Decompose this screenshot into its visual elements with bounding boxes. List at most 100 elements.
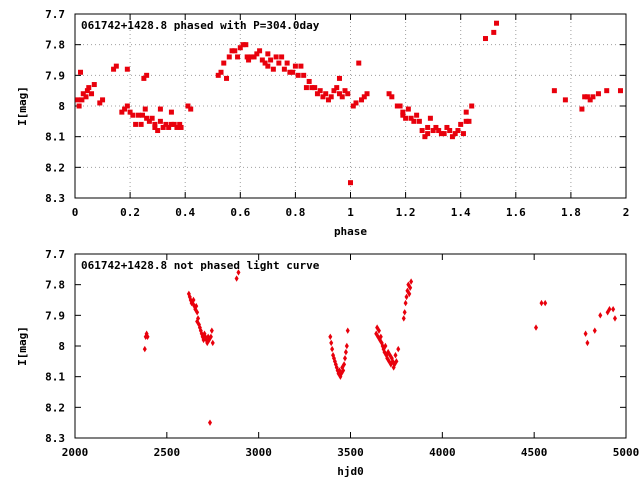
data-point	[207, 419, 212, 426]
data-point	[612, 315, 617, 322]
data-point	[359, 97, 365, 103]
data-point	[342, 355, 347, 362]
data-point	[298, 63, 304, 69]
data-point	[276, 60, 282, 66]
data-point	[404, 293, 409, 301]
data-point	[579, 106, 585, 112]
data-point	[142, 345, 147, 353]
data-point	[235, 54, 241, 60]
data-point	[449, 134, 455, 140]
data-point	[425, 124, 431, 130]
y-tick-label: 7.8	[45, 279, 65, 292]
y-tick-labels: 7.7 7.8 7.9 8 8.1 8.2 8.3	[45, 248, 65, 445]
data-point	[218, 69, 224, 75]
data-point	[403, 115, 409, 121]
data-point	[562, 97, 568, 103]
data-point	[411, 118, 417, 124]
data-point	[209, 327, 214, 334]
x-tick-label: 0.6	[230, 206, 250, 219]
data-point	[386, 91, 392, 97]
data-point	[491, 29, 497, 35]
data-point	[157, 106, 163, 112]
data-point	[141, 75, 147, 81]
data-point	[138, 121, 144, 127]
data-point	[378, 333, 383, 340]
data-point	[178, 124, 184, 130]
data-point	[139, 112, 145, 118]
data-point	[436, 128, 442, 134]
x-axis-title: hjd0	[337, 465, 364, 478]
data-point	[402, 309, 407, 316]
data-point	[86, 85, 92, 91]
data-point	[343, 348, 348, 356]
data-point	[400, 109, 406, 115]
data-point	[248, 54, 254, 60]
data-point	[265, 63, 271, 69]
data-point	[270, 66, 276, 72]
data-point	[585, 339, 590, 347]
x-tick-label: 2500	[154, 446, 181, 459]
data-point	[185, 103, 191, 109]
data-point	[482, 36, 488, 42]
y-tick-label: 7.9	[45, 69, 65, 82]
data-point	[433, 124, 439, 130]
data-point	[604, 88, 610, 94]
data-point	[543, 299, 548, 307]
data-point	[444, 124, 450, 130]
x-tick-labels: 2000 2500 3000 3500 4000 4500 5000	[62, 446, 640, 459]
data-point	[191, 296, 196, 304]
data-point	[336, 75, 342, 81]
data-point	[323, 91, 329, 97]
data-point	[393, 352, 398, 359]
data-point	[408, 115, 414, 121]
data-point	[422, 134, 428, 140]
x-axis-title: phase	[334, 225, 367, 238]
data-point	[166, 124, 172, 130]
data-point	[427, 115, 433, 121]
data-point	[215, 72, 221, 78]
data-point	[611, 306, 616, 313]
data-point	[438, 131, 444, 137]
data-point	[152, 121, 158, 127]
x-tick-label: 5000	[613, 446, 640, 459]
x-tick-label: 1.8	[561, 206, 581, 219]
data-point	[400, 112, 406, 118]
data-point	[257, 48, 263, 54]
data-point	[251, 54, 257, 60]
data-point	[303, 85, 309, 91]
y-tick-label: 8.1	[45, 371, 65, 384]
data-point	[145, 333, 150, 340]
data-point	[317, 88, 323, 94]
unphased-light-curve-panel: 2000 2500 3000 3500 4000 4500 5000 7.7 7.8 7.9 8 8…	[16, 248, 639, 478]
data-point	[592, 327, 597, 334]
data-point	[416, 118, 422, 124]
data-point	[152, 124, 158, 130]
data-point	[364, 91, 370, 97]
data-point	[80, 91, 86, 97]
x-tick-label: 3500	[337, 446, 364, 459]
y-tick-label: 7.8	[45, 39, 65, 52]
data-point	[331, 88, 337, 94]
data-point	[111, 66, 117, 72]
x-tick-label: 2	[623, 206, 630, 219]
data-point	[306, 78, 312, 84]
data-point	[188, 106, 194, 112]
y-tick-label: 7.9	[45, 309, 65, 322]
data-point	[130, 112, 136, 118]
data-points	[142, 269, 617, 426]
data-point	[403, 299, 408, 307]
data-point	[84, 88, 90, 94]
x-tick-label: 4000	[429, 446, 456, 459]
data-point	[452, 131, 458, 137]
ticks	[74, 13, 627, 199]
x-tick-label: 1.4	[451, 206, 471, 219]
x-tick-label: 1	[347, 206, 354, 219]
data-point	[342, 361, 347, 368]
data-point	[146, 118, 152, 124]
x-tick-label: 4500	[521, 446, 548, 459]
data-point	[463, 109, 469, 115]
ticks	[74, 253, 627, 439]
data-point	[268, 57, 274, 63]
data-point	[133, 121, 139, 127]
